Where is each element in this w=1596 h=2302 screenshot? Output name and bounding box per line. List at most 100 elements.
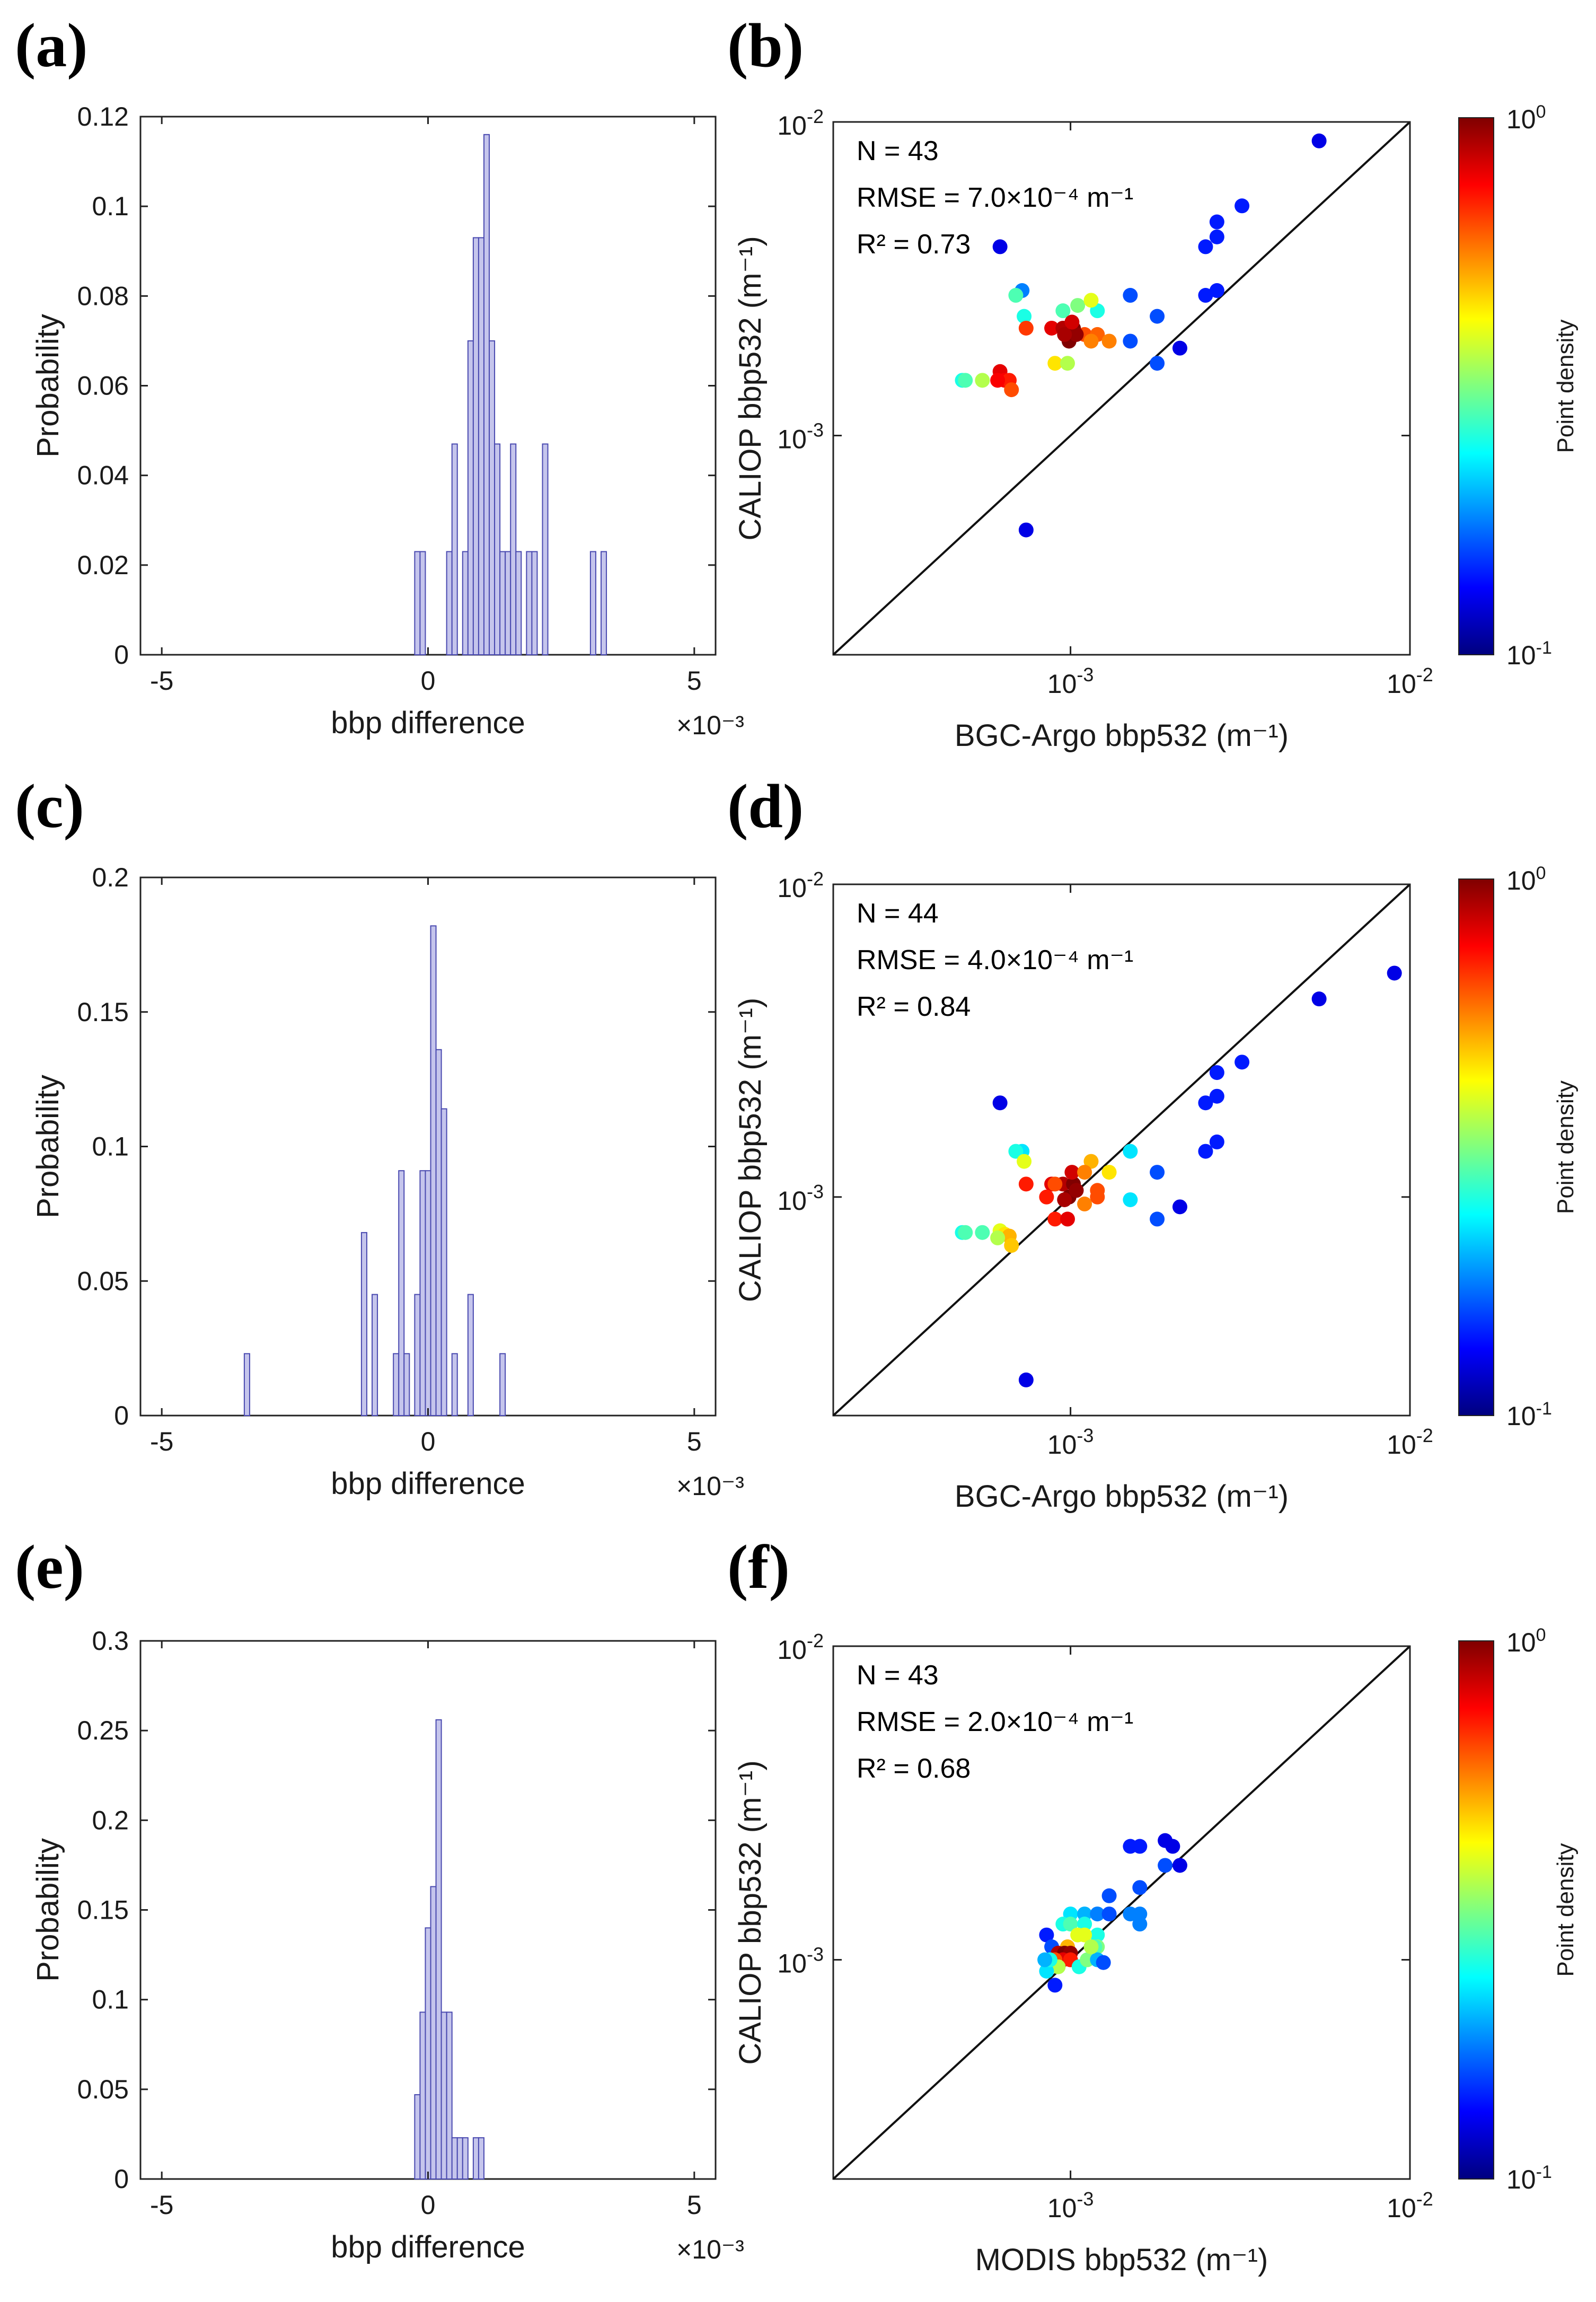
scatter-point: [1132, 1880, 1148, 1895]
scatter-point: [958, 373, 973, 388]
colorbar-label: Point density: [1553, 1080, 1579, 1214]
scatter-point: [1044, 320, 1060, 336]
scatter-point: [990, 373, 1006, 388]
panel-label: (c): [15, 771, 84, 841]
one-to-one-line: [832, 121, 1411, 656]
colorbar: 100 10-1 Point density: [1458, 1625, 1579, 2194]
colorbar-tick-label: 10-1: [1506, 638, 1552, 670]
scatter-point: [1198, 288, 1213, 303]
scatter-point: [1235, 198, 1250, 214]
scatter-point: [1047, 1978, 1063, 1993]
scatter-point: [992, 239, 1008, 254]
histogram-bar: [515, 551, 522, 656]
x-tick-label: 10-3: [1047, 2188, 1094, 2223]
histogram-bar: [446, 2011, 453, 2180]
histogram-bar: [243, 1353, 250, 1416]
scatter-point: [1172, 340, 1187, 356]
y-tick-label: 0.12: [77, 102, 129, 131]
scatter-point: [1209, 214, 1224, 230]
histogram-bar: [542, 443, 549, 655]
y-tick-label: 10-2: [777, 106, 824, 140]
scatter-point: [1018, 320, 1034, 336]
colorbar-gradient: [1458, 878, 1494, 1416]
histogram-(e): -5 0 5 0 0.05 0.1 0.15 0.2 0.25 0.3 bbp difference…: [31, 1626, 744, 2264]
scatter-point: [1198, 239, 1213, 254]
colorbar-label: Point density: [1553, 320, 1579, 453]
colorbar-tick-label: 10-1: [1506, 1399, 1552, 1431]
scatter-point: [1150, 1211, 1165, 1227]
histogram-bar: [472, 2137, 479, 2180]
scatter-point: [1132, 1917, 1148, 1932]
scatter-point: [1101, 1888, 1117, 1903]
y-tick-label: 0.02: [77, 550, 129, 580]
colorbar-label: Point density: [1553, 1843, 1579, 1977]
y-tick-label: 0.05: [77, 2075, 129, 2104]
one-to-one-line: [832, 883, 1411, 1417]
histogram-bar: [478, 237, 484, 655]
panel-label: (e): [15, 1532, 84, 1602]
scatter-point: [958, 1225, 973, 1240]
colorbar: 100 10-1 Point density: [1458, 863, 1579, 1431]
histogram-bar: [419, 1170, 426, 1417]
scatter-point: [1090, 1183, 1105, 1198]
histogram-bar: [414, 1294, 421, 1416]
histogram-bar: [589, 551, 596, 656]
stat-annotation: RMSE = 4.0×10⁻⁴ m⁻¹: [857, 945, 1133, 976]
plot-frame: [139, 116, 717, 656]
scatter-(f): 10-3 10-3 10-2 10-2 N = 43 RMSE = 2.0×10⁻⁴ m⁻…: [733, 1630, 1433, 2277]
scatter-point: [1069, 327, 1084, 342]
y-tick-label: 0: [114, 1401, 129, 1430]
scatter-point: [1069, 1183, 1084, 1198]
y-axis-label: Probability: [31, 314, 65, 458]
colorbar-tick-label: 100: [1506, 863, 1546, 895]
scatter-point: [1064, 314, 1080, 330]
colorbar-tick-label: 10-1: [1506, 2162, 1552, 2194]
histogram-bar: [489, 340, 496, 655]
scatter-point: [1047, 1211, 1063, 1227]
y-axis-label: Probability: [31, 1838, 65, 1982]
y-axis-label: CALIOP bbp532 (m⁻¹): [733, 236, 768, 540]
histogram-bar: [601, 551, 607, 656]
scatter-point: [1096, 1955, 1111, 1970]
histogram-bar: [462, 2137, 469, 2180]
histogram-bar: [435, 1049, 442, 1417]
scatter-point: [1008, 1144, 1024, 1159]
scatter-point: [1083, 1939, 1099, 1955]
x-axis-label: BGC-Argo bbp532 (m⁻¹): [955, 718, 1289, 753]
y-tick-label: 0.3: [92, 1626, 129, 1656]
x-scale-note: ×10⁻³: [676, 710, 744, 740]
panel-label: (d): [727, 771, 804, 841]
y-tick-label: 0.1: [92, 1132, 129, 1162]
scatter-point: [1057, 1192, 1072, 1207]
y-tick-label: 0.2: [92, 863, 129, 892]
histogram-bar: [451, 443, 458, 655]
y-tick-label: 0: [114, 2164, 129, 2194]
scatter-point: [1039, 1927, 1054, 1943]
scatter-point: [1047, 1176, 1063, 1192]
scatter-point: [1057, 327, 1072, 342]
scatter-point: [1209, 1088, 1224, 1104]
stat-annotation: N = 44: [857, 898, 939, 929]
scatter-point: [1387, 965, 1402, 981]
panel-label: (a): [15, 11, 88, 80]
scatter-point: [1101, 1906, 1117, 1922]
histogram-bar: [435, 1719, 442, 2180]
x-tick-label: 10-3: [1047, 1425, 1094, 1460]
y-tick-label: 0.06: [77, 371, 129, 401]
histogram-bar: [425, 1170, 431, 1417]
histogram-bar: [446, 551, 453, 656]
x-scale-note: ×10⁻³: [676, 2235, 744, 2264]
histogram-bar: [531, 551, 538, 656]
histogram-bar: [499, 1353, 506, 1416]
scatter-point: [1209, 1134, 1224, 1149]
histogram-bar: [430, 925, 437, 1416]
y-tick-label: 0.15: [77, 997, 129, 1027]
stat-annotation: N = 43: [857, 1660, 939, 1691]
x-tick-label: -5: [150, 666, 173, 696]
histogram-(a): -5 0 5 0 0.02 0.04 0.06 0.08 0.1 0.12 bbp differen…: [31, 102, 744, 740]
x-tick-label: 10-2: [1387, 664, 1433, 699]
colorbar-tick-label: 100: [1506, 102, 1546, 134]
scatter-point: [1198, 1144, 1213, 1159]
scatter-point: [1039, 1189, 1054, 1205]
